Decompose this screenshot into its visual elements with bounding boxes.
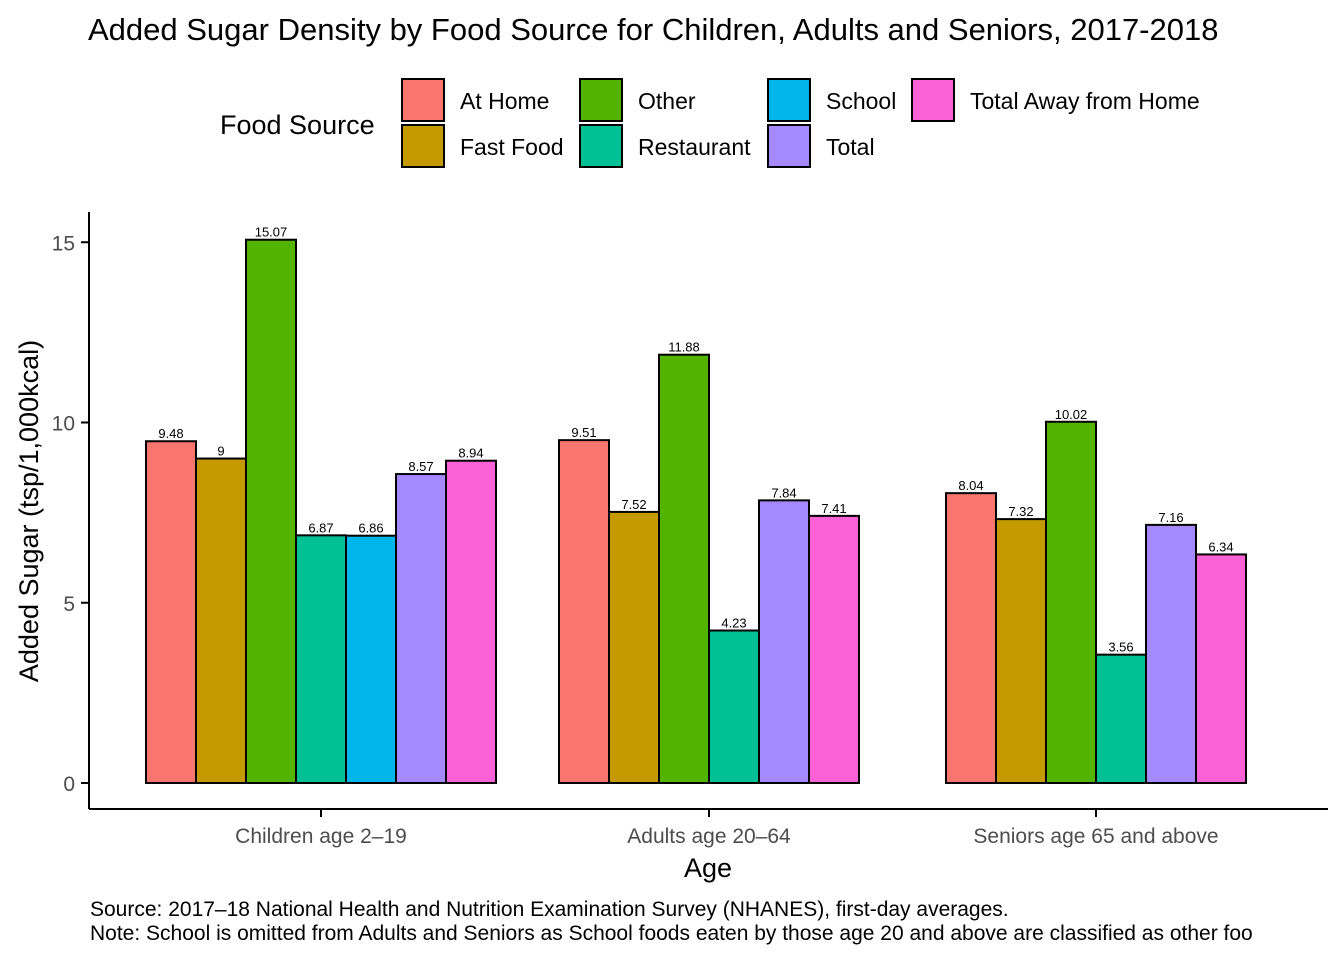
y-tick-label-0: 0: [63, 773, 75, 796]
bar-at-home-adults-age-20-64: [558, 439, 610, 784]
bar-other-children-age-2-19: [245, 238, 297, 784]
bar-total-adults-age-20-64: [758, 499, 810, 784]
legend-key-total: [767, 124, 811, 168]
bar-at-home-seniors-age-65-and-above: [945, 492, 997, 784]
legend-key-other: [579, 78, 623, 122]
legend-label-school: School: [826, 88, 896, 114]
data-label-restaurant-children-age-2-19: 6.87: [308, 520, 333, 535]
data-label-total-children-age-2-19: 8.57: [408, 459, 433, 474]
bar-school-children-age-2-19: [345, 534, 397, 785]
bar-total-away-from-home-seniors-age-65-and-above: [1195, 553, 1247, 784]
data-label-other-children-age-2-19: 15.07: [255, 225, 288, 240]
legend-label-at-home: At Home: [460, 88, 549, 114]
x-tick-label-children-age-2-19: Children age 2–19: [235, 825, 407, 848]
x-tick-label-seniors-age-65-and-above: Seniors age 65 and above: [973, 825, 1218, 848]
bar-fast-food-adults-age-20-64: [608, 510, 660, 784]
data-label-total-away-from-home-children-age-2-19: 8.94: [458, 446, 483, 461]
bar-other-adults-age-20-64: [658, 353, 710, 784]
data-label-other-adults-age-20-64: 11.88: [668, 340, 700, 355]
legend-key-fast-food: [401, 124, 445, 168]
bar-at-home-children-age-2-19: [145, 440, 197, 784]
caption-source: Source: 2017–18 National Health and Nutr…: [90, 898, 1009, 921]
bar-restaurant-children-age-2-19: [295, 534, 347, 784]
y-axis-title: Added Sugar (tsp/1,000kcal): [14, 340, 44, 682]
y-tick-label-15: 15: [52, 232, 75, 255]
legend-key-at-home: [401, 78, 445, 122]
y-tick-label-10: 10: [52, 413, 75, 436]
legend-key-total-away-from-home: [911, 78, 955, 122]
legend-label-restaurant: Restaurant: [638, 134, 751, 160]
legend-key-restaurant: [579, 124, 623, 168]
x-axis-title: Age: [684, 853, 732, 883]
legend: Food Source At Home Fast Food Other Restaur…: [220, 78, 1200, 168]
legend-label-fast-food: Fast Food: [460, 134, 564, 160]
data-label-restaurant-seniors-age-65-and-above: 3.56: [1108, 640, 1133, 655]
bar-total-seniors-age-65-and-above: [1145, 523, 1197, 785]
data-label-other-seniors-age-65-and-above: 10.02: [1055, 407, 1088, 422]
bar-fast-food-children-age-2-19: [195, 457, 247, 784]
data-label-at-home-seniors-age-65-and-above: 8.04: [958, 478, 983, 493]
data-label-fast-food-adults-age-20-64: 7.52: [621, 497, 646, 512]
data-label-fast-food-children-age-2-19: 9: [217, 444, 224, 459]
bar-restaurant-seniors-age-65-and-above: [1095, 653, 1147, 784]
data-label-at-home-children-age-2-19: 9.48: [158, 426, 183, 441]
plot-area: 9.48 9 15.07 6.87 6.86 8.57 8.94 9.51 7.52 11.88 4…: [145, 225, 1247, 785]
axes: Children age 2–19 Adults age 20–64 Seniors…: [52, 212, 1328, 848]
chart-title: Added Sugar Density by Food Source for C…: [88, 12, 1218, 47]
bar-fast-food-seniors-age-65-and-above: [995, 518, 1047, 784]
bar-total-away-from-home-children-age-2-19: [445, 459, 497, 784]
bar-restaurant-adults-age-20-64: [708, 629, 760, 784]
legend-label-total-away-from-home: Total Away from Home: [970, 88, 1200, 114]
bar-total-children-age-2-19: [395, 473, 447, 784]
y-tick-label-5: 5: [63, 593, 75, 616]
legend-title: Food Source: [220, 110, 375, 140]
data-label-total-away-from-home-adults-age-20-64: 7.41: [821, 501, 846, 516]
bar-total-away-from-home-adults-age-20-64: [808, 514, 860, 784]
data-label-at-home-adults-age-20-64: 9.51: [571, 425, 596, 440]
legend-label-total: Total: [826, 134, 875, 160]
bar-other-seniors-age-65-and-above: [1045, 420, 1097, 784]
data-label-total-adults-age-20-64: 7.84: [771, 485, 796, 500]
legend-key-school: [767, 78, 811, 122]
caption-note: Note: School is omitted from Adults and …: [90, 922, 1253, 945]
x-tick-label-adults-age-20-64: Adults age 20–64: [627, 825, 791, 848]
data-label-restaurant-adults-age-20-64: 4.23: [721, 616, 746, 631]
data-label-total-away-from-home-seniors-age-65-and-above: 6.34: [1208, 539, 1233, 554]
data-label-fast-food-seniors-age-65-and-above: 7.32: [1008, 504, 1033, 519]
legend-label-other: Other: [638, 88, 696, 114]
data-label-school-children-age-2-19: 6.86: [358, 521, 383, 536]
data-label-total-seniors-age-65-and-above: 7.16: [1158, 510, 1183, 525]
